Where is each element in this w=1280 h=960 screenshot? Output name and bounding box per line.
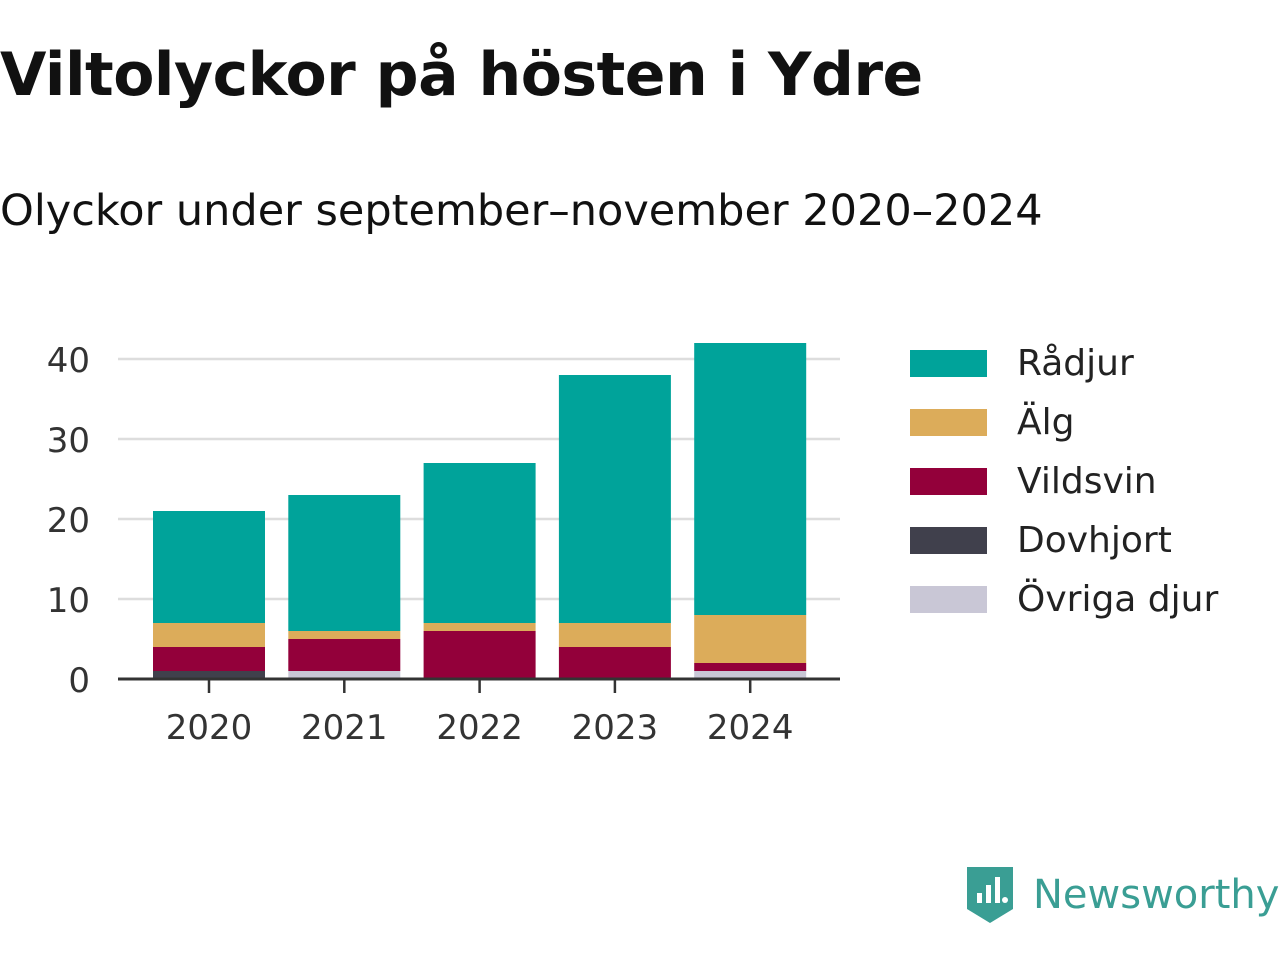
x-tick-label: 2020 xyxy=(166,708,253,748)
y-tick-label: 40 xyxy=(47,341,90,381)
y-tick-label: 20 xyxy=(47,501,90,541)
bar-segment-rådjur-2023 xyxy=(558,375,671,623)
brand-name: Newsworthy xyxy=(1033,872,1280,918)
legend-item: Älg xyxy=(910,393,1218,452)
bar-segment-vildsvin-2024 xyxy=(694,663,807,671)
bar-segment-älg-2024 xyxy=(694,615,807,663)
legend-swatch xyxy=(910,586,987,613)
bar-segment-älg-2020 xyxy=(153,623,265,647)
bar-segment-älg-2021 xyxy=(288,631,401,639)
bar-segment-älg-2022 xyxy=(423,623,536,631)
legend-swatch xyxy=(910,409,987,436)
legend-swatch xyxy=(910,527,987,554)
bar-segment-rådjur-2024 xyxy=(694,343,807,615)
chart-title: Viltolyckor på hösten i Ydre xyxy=(0,40,923,110)
legend-item: Vildsvin xyxy=(910,452,1218,511)
legend-label: Vildsvin xyxy=(1017,461,1157,502)
bar-segment-dovhjort-2020 xyxy=(153,671,265,679)
x-tick-label: 2021 xyxy=(301,708,388,748)
legend-item: Rådjur xyxy=(910,334,1218,393)
chart-subtitle: Olyckor under september–november 2020–20… xyxy=(0,186,1043,236)
y-tick-label: 10 xyxy=(47,581,90,621)
legend-item: Dovhjort xyxy=(910,511,1218,570)
legend-item: Övriga djur xyxy=(910,570,1218,629)
newsworthy-logo-icon xyxy=(967,867,1013,923)
legend-label: Dovhjort xyxy=(1017,520,1172,561)
bar-segment-övriga-djur-2021 xyxy=(288,671,401,679)
bar-segment-övriga-djur-2024 xyxy=(694,671,807,679)
y-tick-label: 0 xyxy=(68,661,90,701)
newsworthy-logo: Newsworthy xyxy=(965,865,1279,925)
y-tick-label: 30 xyxy=(47,421,90,461)
bar-segment-vildsvin-2021 xyxy=(288,639,401,671)
legend-label: Rådjur xyxy=(1017,343,1134,384)
bar-segment-rådjur-2021 xyxy=(288,495,401,631)
bar-segment-vildsvin-2023 xyxy=(558,647,671,679)
bar-segment-rådjur-2022 xyxy=(423,463,536,623)
legend-swatch xyxy=(910,468,987,495)
bar-segment-vildsvin-2020 xyxy=(153,647,265,671)
bar-segment-rådjur-2020 xyxy=(153,511,265,623)
legend-label: Övriga djur xyxy=(1017,579,1219,620)
x-tick-label: 2022 xyxy=(436,708,523,748)
bar-segment-älg-2023 xyxy=(558,623,671,647)
x-tick-label: 2024 xyxy=(707,708,794,748)
legend-label: Älg xyxy=(1017,402,1075,443)
bar-segment-vildsvin-2022 xyxy=(423,631,536,679)
legend: Rådjur Älg Vildsvin Dovhjort Övriga djur xyxy=(910,334,1218,629)
x-tick-label: 2023 xyxy=(572,708,659,748)
legend-swatch xyxy=(910,350,987,377)
